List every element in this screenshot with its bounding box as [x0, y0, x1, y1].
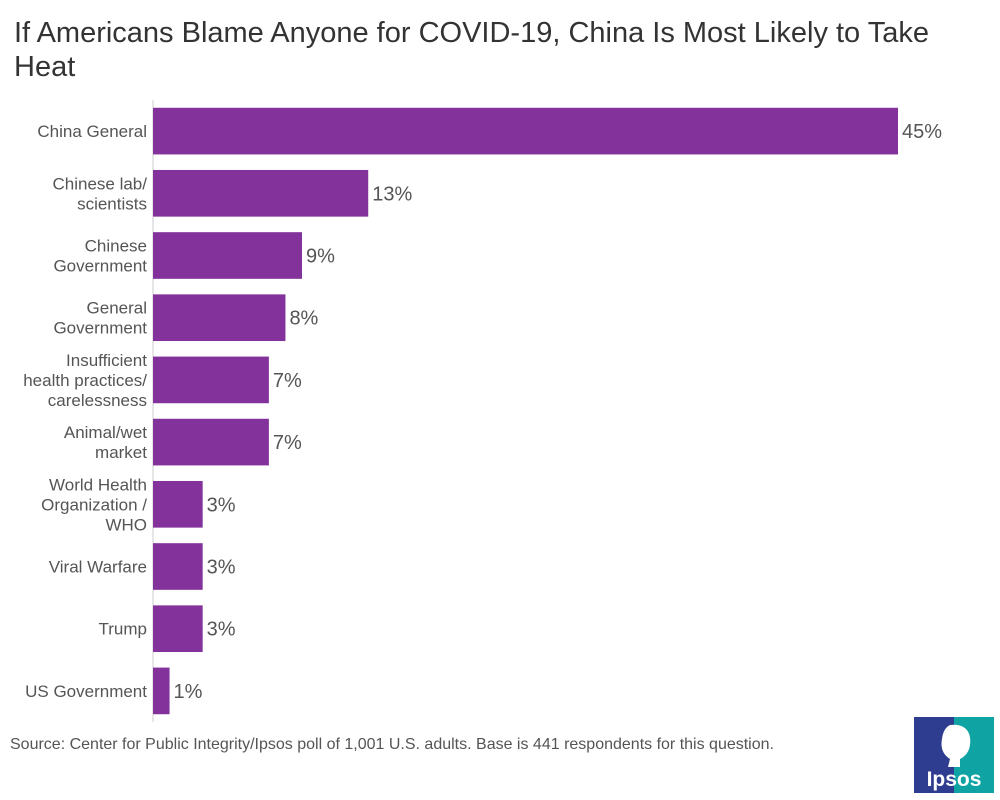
bar-7	[153, 543, 203, 590]
category-label-line: health practices/	[23, 371, 147, 390]
value-label-3: 8%	[289, 308, 318, 330]
ipsos-logo: Ipsos	[914, 717, 994, 793]
source-note: Source: Center for Public Integrity/Ipso…	[10, 736, 774, 753]
value-label-7: 3%	[207, 557, 236, 579]
bar-9	[153, 667, 170, 715]
category-label-line: General	[87, 299, 147, 318]
value-label-4: 7%	[273, 370, 302, 392]
bar-1	[153, 169, 369, 217]
value-label-0: 45%	[902, 121, 942, 143]
category-label-line: carelessness	[48, 391, 147, 410]
category-label-line: US Government	[25, 682, 147, 701]
category-label-line: Insufficient	[66, 351, 147, 370]
logo-text: Ipsos	[927, 768, 982, 791]
category-label-3: General Government	[53, 299, 147, 338]
category-label-1: Chinese lab/scientists	[52, 174, 147, 213]
category-label-9: US Government	[25, 682, 147, 701]
category-label-line: Government	[53, 257, 147, 276]
bars-group	[153, 107, 898, 715]
category-label-line: Chinese lab/	[52, 174, 147, 193]
bar-0	[153, 107, 898, 155]
bar-6	[153, 480, 203, 528]
bar-5	[153, 418, 269, 466]
value-labels-group: 45% 13% 9% 8% 7% 7% 3% 3% 3% 1%	[174, 121, 943, 703]
bar-4	[153, 356, 269, 404]
category-label-6: World Health Organization / WHO	[41, 475, 147, 534]
category-label-line: market	[95, 443, 147, 462]
category-label-line: Viral Warfare	[49, 558, 147, 577]
value-label-5: 7%	[273, 432, 302, 454]
value-label-9: 1%	[174, 681, 203, 703]
category-label-line: Chinese	[85, 237, 147, 256]
value-label-6: 3%	[207, 494, 236, 516]
category-label-0: China General	[37, 122, 147, 141]
bar-8	[153, 605, 203, 653]
bar-2	[153, 232, 302, 279]
value-label-8: 3%	[207, 619, 236, 641]
value-label-1: 13%	[372, 183, 412, 205]
value-label-2: 9%	[306, 246, 335, 268]
category-label-8: Trump	[99, 620, 148, 639]
bar-3	[153, 294, 286, 342]
category-label-line: World Health	[49, 475, 147, 494]
category-label-line: Trump	[99, 620, 148, 639]
category-label-line: scientists	[77, 194, 147, 213]
category-label-2: Chinese Government	[53, 237, 147, 276]
category-label-5: Animal/wet market	[64, 423, 147, 462]
chart-title: If Americans Blame Anyone for COVID-19, …	[14, 17, 929, 83]
category-label-line: China General	[37, 122, 147, 141]
category-label-4: Insufficient health practices/carelessnes…	[23, 351, 147, 410]
category-label-line: Animal/wet	[64, 423, 147, 442]
category-label-7: Viral Warfare	[49, 558, 147, 577]
category-label-line: Government	[53, 319, 147, 338]
category-label-line: WHO	[105, 515, 147, 534]
category-label-line: Organization /	[41, 495, 147, 514]
